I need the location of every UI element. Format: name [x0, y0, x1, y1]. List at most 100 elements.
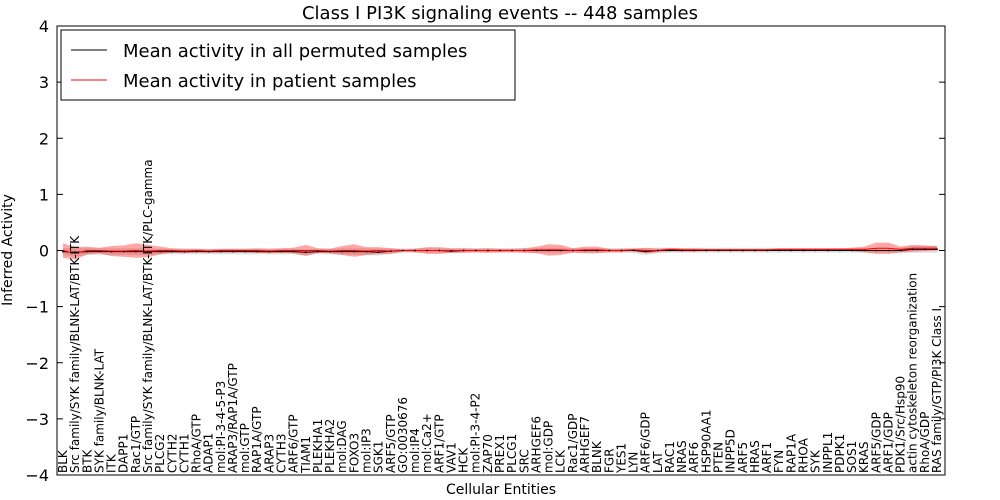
point-permuted [778, 249, 781, 252]
x-tick-label: ARHGEF7 [578, 416, 592, 473]
x-tick-label: FOXO3 [347, 433, 361, 473]
legend: Mean activity in all permuted samples Me… [60, 29, 516, 101]
x-tick-label: ARHGEF6 [529, 416, 543, 473]
point-permuted [584, 249, 586, 252]
point-permuted [353, 250, 356, 253]
point-permuted [377, 251, 380, 254]
x-tick-label: VAV1 [444, 442, 458, 473]
x-tick-label: mol:PI-3-4-P2 [469, 393, 483, 473]
x-tick-label: PREX1 [493, 434, 507, 473]
x-tick-label: mol:DAG [335, 420, 349, 473]
point-permuted [632, 249, 635, 252]
x-tick-label: RAP1A/GTP [250, 406, 264, 473]
x-tick-label: HRAS [748, 440, 762, 473]
x-tick-label: FYN [772, 450, 786, 473]
x-tick-label: HSP90AA1 [699, 409, 713, 473]
y-axis-label: Inferred Activity [0, 194, 16, 306]
point-permuted [74, 251, 76, 254]
y-ticks: −4 −3 −2 −1 0 1 2 3 4 [25, 17, 945, 485]
x-tick-label: ARF5/GTP [384, 414, 398, 473]
legend-label-patient: Mean activity in patient samples [123, 71, 417, 92]
point-permuted [147, 250, 149, 253]
point-permuted [875, 249, 878, 252]
point-permuted [62, 250, 64, 253]
x-tick-label: CYTH1 [177, 434, 191, 474]
x-axis-label: Cellular Entities [446, 482, 556, 498]
point-permuted [487, 249, 489, 252]
point-permuted [256, 250, 259, 253]
x-tick-label: PLCG2 [153, 434, 167, 473]
point-permuted [499, 249, 501, 252]
x-tick-label: INPP5D [724, 429, 738, 473]
x-tick-label: TIAM1 [299, 436, 313, 474]
x-tick-label: ARF5/GDP [869, 412, 883, 473]
x-tick-label: SYK family/BLNK-LAT [92, 348, 106, 473]
point-permuted [86, 250, 89, 253]
x-tick-label: PLEKHA2 [323, 419, 337, 473]
point-permuted [414, 249, 416, 252]
point-permuted [159, 250, 162, 253]
point-permuted [171, 250, 174, 253]
x-tick-label: ADAP1 [202, 433, 216, 473]
x-tick-label: ARF6/GDP [639, 412, 653, 473]
point-permuted [826, 249, 829, 252]
point-permuted [232, 250, 234, 253]
x-tick-label: ARAP3/RAP1A/GTP [226, 363, 240, 473]
x-tick-label: mol:GTP [238, 423, 252, 473]
x-tick-label: PDK1/Src/Hsp90 [894, 376, 908, 473]
x-tick-label: ARF6 [687, 442, 701, 473]
x-tick-label: RhoA/GTP [190, 414, 204, 473]
point-permuted [766, 249, 768, 252]
x-tick-label: PLEKHA1 [311, 419, 325, 473]
x-tick-label: PDPK1 [833, 434, 847, 473]
x-tick-label: YES1 [614, 443, 628, 474]
point-permuted [317, 250, 319, 253]
y-tick-label: 4 [39, 17, 49, 36]
point-permuted [936, 248, 938, 251]
point-permuted [887, 249, 890, 252]
x-tick-label: PLCG1 [505, 434, 519, 473]
point-permuted [644, 250, 647, 253]
point-permuted [134, 250, 137, 253]
x-tick-label: CYTH3 [275, 434, 289, 474]
x-tick-label: ARF1/GDP [881, 412, 895, 473]
x-tick-label: ARAP3 [262, 434, 276, 473]
x-tick-label: HCK [457, 447, 471, 473]
legend-label-permuted: Mean activity in all permuted samples [123, 41, 467, 62]
point-permuted [450, 250, 453, 253]
x-tick-label: GO:0030676 [396, 397, 410, 473]
point-permuted [280, 250, 283, 253]
point-permuted [608, 249, 611, 252]
point-permuted [839, 249, 841, 252]
point-permuted [705, 249, 708, 252]
point-permuted [899, 249, 902, 252]
point-permuted [790, 249, 793, 252]
x-tick-label: mol:PI-3-4-5-P3 [214, 381, 228, 473]
x-tick-label: Src family/SYK family/BLNK-LAT/BTK-ITK/P… [141, 159, 155, 473]
x-tick-label: SGK1 [372, 441, 386, 473]
point-permuted [741, 249, 744, 252]
y-tick-label: 1 [39, 185, 49, 204]
x-tick-label: ARF6/GTP [287, 414, 301, 473]
point-permuted [341, 250, 344, 253]
x-tick-label: SYK [809, 449, 823, 473]
x-tick-label: ARF5 [736, 442, 750, 473]
x-tick-label: LAT [651, 451, 665, 473]
point-permuted [523, 249, 526, 252]
point-permuted [754, 249, 756, 252]
point-permuted [911, 248, 914, 251]
point-permuted [669, 249, 671, 252]
point-permuted [802, 249, 805, 252]
legend-box [60, 29, 516, 101]
point-permuted [547, 249, 550, 252]
x-tick-label: BLNK [590, 440, 604, 473]
x-tick-label: actin cytoskeleton reorganization [906, 273, 920, 473]
x-tick-label: ARF1/GTP [432, 414, 446, 473]
y-tick-label: −3 [25, 410, 49, 429]
point-permuted [389, 250, 392, 253]
x-tick-label: DAPP1 [117, 434, 131, 473]
point-permuted [717, 249, 720, 252]
x-tick-label: SRC [517, 449, 531, 473]
x-tick-label: Rac1/GDP [566, 414, 580, 473]
